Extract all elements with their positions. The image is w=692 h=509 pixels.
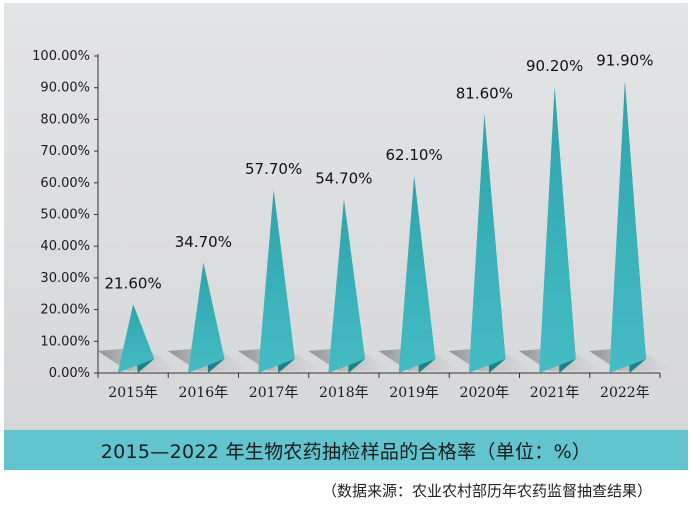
source-note: （数据来源：农业农村部历年农药监督抽查结果） [321, 482, 652, 500]
bar [398, 176, 436, 373]
x-tick-label: 2020年 [460, 385, 510, 401]
data-label: 91.90% [596, 52, 653, 70]
bar [187, 263, 225, 373]
data-label: 57.70% [245, 160, 302, 178]
x-tick-label: 2017年 [249, 385, 299, 401]
data-label: 81.60% [456, 84, 513, 102]
data-labels: 21.60% 34.70% 57.70% 54.70% 62.10% 81.60% 90.2… [105, 52, 654, 293]
bar [328, 199, 365, 373]
title-bar: 2015—2022 年生物农药抽检样品的合格率（单位：%） [4, 430, 688, 470]
bar [468, 114, 506, 373]
y-tick-label: 10.00% [40, 334, 90, 349]
data-label: 21.60% [105, 275, 162, 293]
y-tick-label: 30.00% [40, 271, 90, 286]
y-tick-label: 70.00% [40, 144, 90, 159]
bars [117, 81, 646, 373]
data-label: 34.70% [175, 233, 232, 251]
bar [539, 87, 576, 373]
y-tick-label: 100.00% [32, 49, 90, 64]
x-tick-label: 2021年 [530, 385, 580, 401]
x-tick-label: 2022年 [600, 385, 650, 401]
bar [258, 190, 295, 373]
x-tick-label: 2019年 [389, 385, 439, 401]
y-tick-label: 60.00% [40, 176, 90, 191]
data-label: 62.10% [386, 146, 443, 164]
y-tick-label: 20.00% [40, 303, 90, 318]
x-tick-label: 2016年 [179, 385, 229, 401]
data-label: 54.70% [315, 170, 372, 188]
x-tick-label: 2018年 [319, 385, 369, 401]
y-tick-label: 80.00% [40, 112, 90, 127]
x-tick-label: 2015年 [108, 385, 158, 401]
bar [609, 81, 646, 373]
bar [117, 304, 155, 373]
bar-shadows [97, 347, 674, 371]
y-tick-label: 50.00% [40, 208, 90, 223]
data-label: 90.20% [526, 57, 583, 75]
y-tick-label: 0.00% [49, 366, 90, 381]
axes: 0.00% 10.00% 20.00% 30.00% 40.00% 50.00% 60.00… [32, 49, 661, 401]
chart-title: 2015—2022 年生物农药抽检样品的合格率（单位：%） [100, 440, 592, 463]
chart-plot: 0.00% 10.00% 20.00% 30.00% 40.00% 50.00% 60.00… [32, 49, 674, 401]
y-tick-label: 40.00% [40, 239, 90, 254]
y-tick-label: 90.00% [40, 81, 90, 96]
